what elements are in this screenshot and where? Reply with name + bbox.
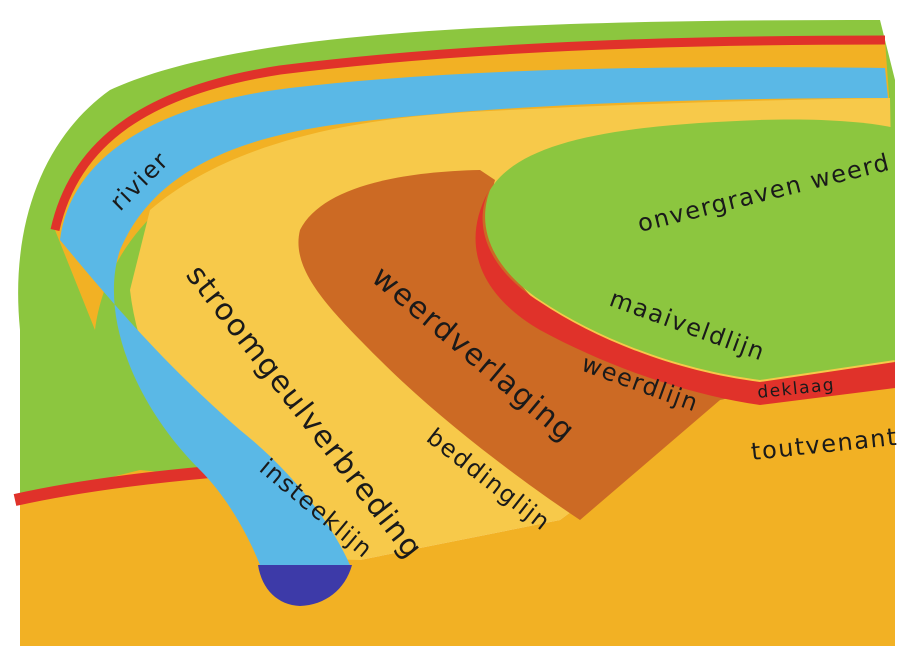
clay-line-lower-left <box>13 466 211 506</box>
river-cross-section <box>258 565 352 606</box>
sand-foreground <box>20 380 895 646</box>
clay-line-upper <box>50 35 886 231</box>
floodplain-lowering <box>298 170 745 520</box>
unexcavated-floodplain <box>485 119 895 381</box>
clay-top-layer <box>475 192 895 405</box>
